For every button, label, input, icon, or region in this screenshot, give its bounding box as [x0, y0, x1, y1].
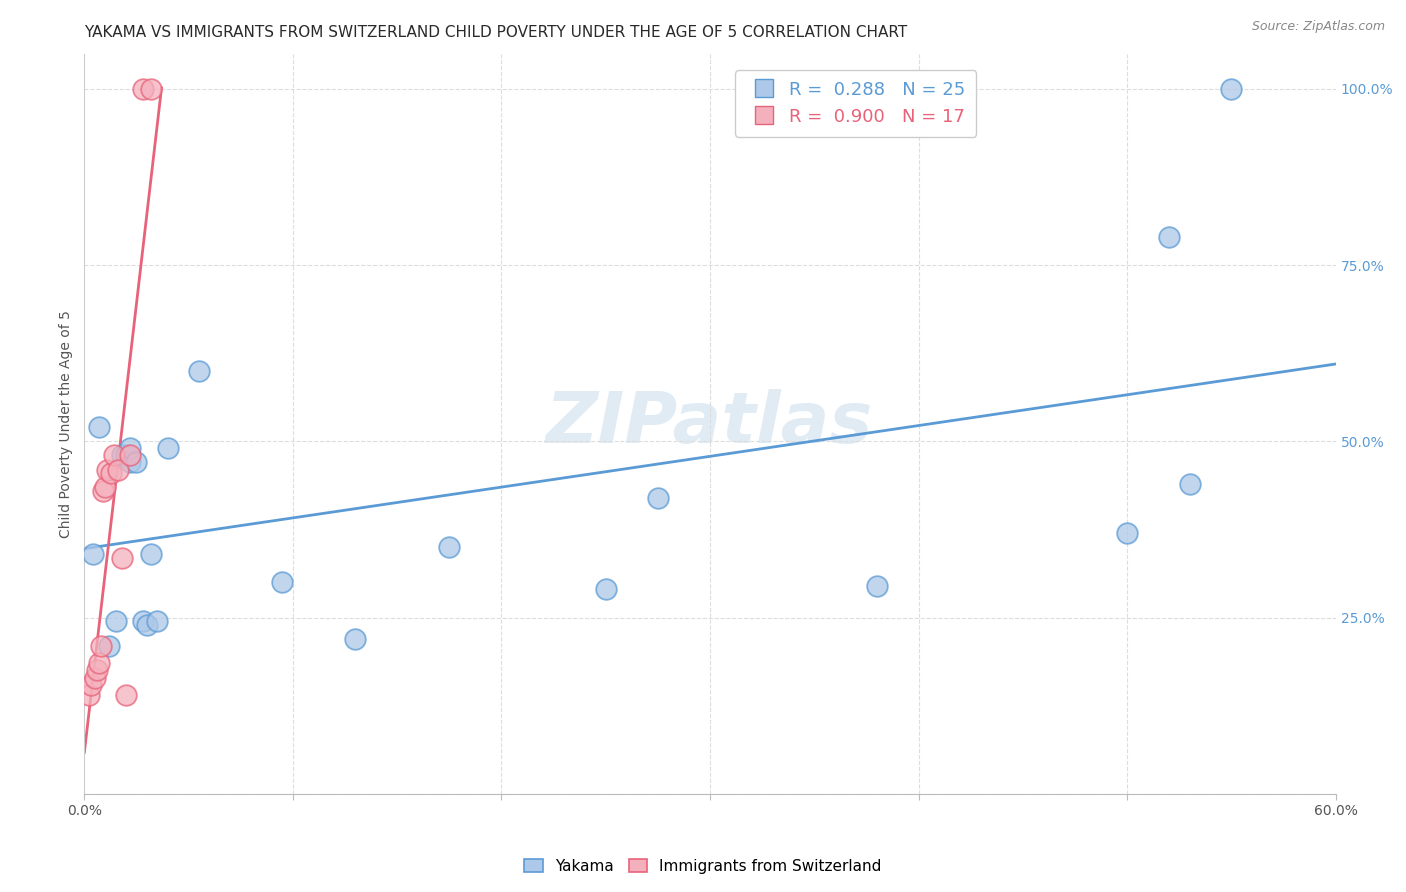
Point — [595, 582, 617, 597]
Point — [344, 632, 367, 646]
Point — [90, 639, 112, 653]
Text: Source: ZipAtlas.com: Source: ZipAtlas.com — [1251, 20, 1385, 33]
Point — [111, 449, 134, 463]
Point — [115, 449, 138, 463]
Legend: Yakama, Immigrants from Switzerland: Yakama, Immigrants from Switzerland — [519, 853, 887, 880]
Point — [98, 639, 121, 653]
Point — [439, 540, 461, 554]
Point — [103, 449, 125, 463]
Legend: R =  0.288   N = 25, R =  0.900   N = 17: R = 0.288 N = 25, R = 0.900 N = 17 — [735, 70, 976, 136]
Point — [1157, 230, 1180, 244]
Point — [1178, 476, 1201, 491]
Y-axis label: Child Poverty Under the Age of 5: Child Poverty Under the Age of 5 — [59, 310, 73, 538]
Point — [120, 449, 142, 463]
Point — [96, 462, 118, 476]
Point — [87, 657, 110, 671]
Text: YAKAMA VS IMMIGRANTS FROM SWITZERLAND CHILD POVERTY UNDER THE AGE OF 5 CORRELATI: YAKAMA VS IMMIGRANTS FROM SWITZERLAND CH… — [84, 25, 908, 40]
Point — [86, 664, 108, 678]
Point — [104, 614, 127, 628]
Point — [136, 617, 159, 632]
Point — [115, 688, 138, 702]
Point — [1116, 526, 1139, 541]
Point — [139, 547, 162, 561]
Point — [87, 420, 110, 434]
Point — [866, 579, 889, 593]
Point — [139, 82, 162, 96]
Point — [83, 671, 105, 685]
Point — [132, 82, 155, 96]
Point — [111, 550, 134, 565]
Point — [120, 455, 142, 469]
Point — [94, 480, 117, 494]
Point — [188, 364, 211, 378]
Point — [125, 455, 148, 469]
Point — [132, 614, 155, 628]
Point — [146, 614, 169, 628]
Point — [100, 466, 122, 480]
Point — [107, 462, 129, 476]
Point — [271, 575, 294, 590]
Point — [156, 442, 179, 456]
Text: ZIPatlas: ZIPatlas — [547, 389, 873, 458]
Point — [79, 677, 101, 691]
Point — [91, 483, 114, 498]
Point — [647, 491, 669, 505]
Point — [1220, 82, 1243, 96]
Point — [82, 547, 104, 561]
Point — [77, 688, 100, 702]
Point — [120, 442, 142, 456]
